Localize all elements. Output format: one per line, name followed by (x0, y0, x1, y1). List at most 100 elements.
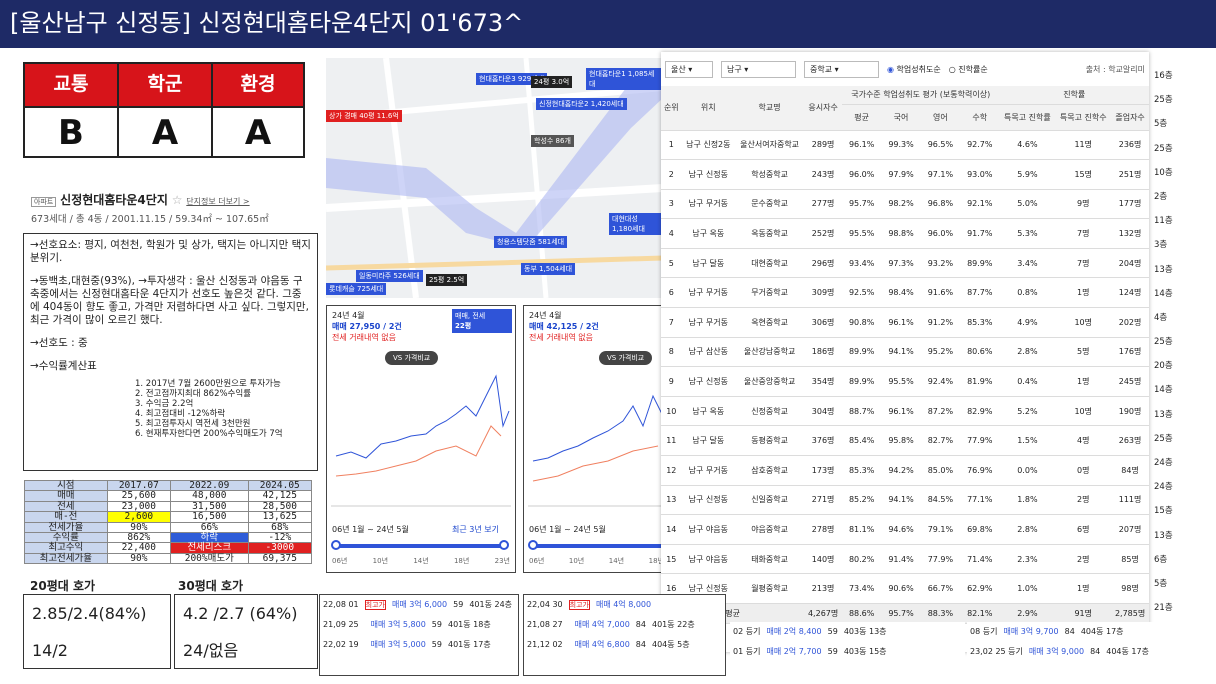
map-marker[interactable]: 동부 1,504세대 (521, 263, 576, 275)
list-item[interactable]: 22,02 19 매매 3억 5,000 59 401동 17층 (320, 635, 518, 655)
sort-radio-advancement[interactable]: ○ 진학률순 (949, 64, 988, 75)
district-select[interactable]: 남구 ▾ (721, 60, 796, 78)
compare-button[interactable]: VS 가격비교 (385, 351, 439, 365)
slider-handle[interactable] (528, 540, 538, 550)
trade-field: 매매 3억 9,000 (1028, 647, 1085, 656)
school-ranking-panel: 울산 ▾ 남구 ▾ 중학교 ▾ ◉ 학업성취도순 ○ 진학률순 출처 : 학교알… (661, 52, 1149, 652)
map-marker[interactable]: 롯데캐슬 725세대 (326, 283, 387, 295)
note-return-title: →수익률계산표 (30, 360, 97, 372)
map-marker[interactable]: 25평 2.5억 (426, 274, 468, 286)
list-item[interactable]: 22,08 01 최고가 매매 3억 6,000 59 401동 24층 (320, 595, 518, 615)
level-select[interactable]: 중학교 ▾ (804, 60, 879, 78)
range-slider[interactable] (532, 544, 667, 548)
floor-label: 25층 (1154, 337, 1173, 348)
level-select-value: 중학교 (810, 64, 833, 74)
table-row[interactable]: 13 남구 신정동 신일중학교 271명 85.2% 94.1% 84.5% 77.1% 1.8… (661, 485, 1149, 516)
map-marker[interactable]: 현대홈타운1 1,085세대 (586, 68, 663, 90)
returns-table: 시점 2017.07 2022.09 2024.05 매매 25,600 48,00… (24, 479, 313, 565)
table-row[interactable]: 7 남구 무거동 옥현중학교 306명 90.8% 96.1% 91.2% 85.3% 4.9%… (661, 307, 1149, 338)
table-row[interactable]: 16 남구 신정동 월평중학교 213명 73.4% 90.6% 66.7% 62.9% 1.0… (661, 573, 1149, 604)
table-row[interactable]: 2 남구 신정동 학성중학교 243명 96.0% 97.9% 97.1% 93.0% 5.9%… (661, 159, 1149, 190)
table-cell: 7명 (1055, 218, 1112, 249)
chart-plot (331, 374, 511, 507)
table-cell: 남구 삼산동 (681, 337, 735, 368)
table-row[interactable]: 6 남구 무거동 무거중학교 309명 92.5% 98.4% 91.6% 87.7% 0.8%… (661, 277, 1149, 309)
list-item[interactable]: 22,04 30 최고가 매매 4억 8,000 (524, 595, 725, 615)
map-marker[interactable]: 일동미라주 526세대 (356, 270, 423, 282)
table-cell: 92.5% (841, 277, 882, 309)
col-group-header: 국가수준 학업성취도 평가 (보통학력이상) (841, 86, 1000, 105)
map-view[interactable]: 상가 경매 40평 11.6억 현대홈타운3 929세대 24평 3.0억 현대… (326, 58, 663, 298)
map-marker[interactable]: 대현대성 1,180세대 (609, 213, 663, 235)
list-item[interactable]: 21,09 25 매매 3억 5,800 59 401동 18층 (320, 615, 518, 635)
table-cell: 89.9% (841, 337, 882, 368)
table-cell: 하락 (170, 532, 249, 544)
table-cell: 14 (661, 514, 682, 545)
floor-label: 10층 (1154, 167, 1173, 178)
list-item[interactable]: 21,08 27 매매 4억 7,000 84 401동 22층 (524, 615, 725, 635)
table-cell: 5.0% (999, 189, 1056, 220)
map-marker[interactable]: 현대홈타운3 929세대 (476, 73, 548, 85)
list-item[interactable]: 23,02 25 등기 매매 3억 9,000 84 404동 17층 (967, 642, 1216, 662)
trade-field: 403동 15층 (843, 647, 887, 656)
x-tick: 23년 (494, 557, 510, 565)
table-row[interactable]: 9 남구 신정동 울산중앙중학교 354명 89.9% 95.5% 92.4% 81.9% 0.… (661, 366, 1149, 397)
x-tick: 06년 (332, 557, 348, 565)
slider-handle[interactable] (331, 540, 341, 550)
region-select[interactable]: 울산 ▾ (665, 60, 713, 78)
table-cell: 95.7% (841, 189, 882, 220)
list-item[interactable]: 08 등기 매매 3억 9,700 84 404동 17층 (967, 622, 1216, 642)
floor-label: 25층 (1154, 95, 1173, 106)
table-row[interactable]: 15 남구 야음동 태화중학교 140명 80.2% 91.4% 77.9% 71.4% 2.3… (661, 544, 1149, 575)
slider-handle[interactable] (499, 540, 509, 550)
table-row[interactable]: 3 남구 무거동 문수중학교 277명 95.7% 98.2% 96.8% 92.1% 5.0%… (661, 189, 1149, 220)
page-title: [울산남구 신정동] 신정현대홈타운4단지 01'673^ (0, 0, 1216, 48)
complex-info-link[interactable]: 단지정보 더보기 > (186, 197, 250, 206)
table-row[interactable]: 5 남구 달동 대현중학교 296명 93.4% 97.3% 93.2% 89.9% 3.4% 7… (661, 248, 1149, 279)
table-cell: 73.4% (841, 573, 882, 604)
range-slider[interactable] (335, 544, 505, 548)
table-cell: -12% (247, 532, 313, 544)
table-row[interactable]: 4 남구 옥동 옥동중학교 252명 95.5% 98.8% 96.0% 91.7% 5.3% 7… (661, 218, 1149, 249)
map-marker[interactable]: 학성수 86개 (531, 135, 574, 147)
map-marker[interactable]: 신정현대홈타운2 1,420세대 (536, 98, 627, 110)
chart-filter[interactable]: 매매, 전세 22평 (452, 309, 512, 333)
table-cell: 66% (170, 521, 249, 534)
table-cell: 0명 (1055, 455, 1112, 486)
table-cell: 69,375 (247, 552, 313, 565)
table-row[interactable]: 12 남구 무거동 삼호중학교 173명 85.3% 94.2% 85.0% 76.9% 0.0… (661, 455, 1149, 486)
trade-field: 매매 2억 7,700 (766, 647, 822, 656)
chart-range: 06년 1월 ~ 24년 5월 (529, 525, 606, 534)
trade-field: 22,02 19 (323, 640, 359, 649)
sort-radio-achievement[interactable]: ◉ 학업성취도순 (887, 64, 941, 75)
table-cell: 304명 (804, 396, 842, 427)
table-row[interactable]: 14 남구 야음동 야음중학교 278명 81.1% 94.6% 79.1% 69.8% 2.8… (661, 514, 1149, 545)
table-cell: 남구 달동 (681, 248, 735, 279)
table-cell: 93.4% (841, 248, 882, 279)
trade-field: 84 (635, 620, 646, 629)
table-row[interactable]: 1 남구 신정2동 울산서여자중학교 289명 96.1% 99.3% 96.5% 92.7%… (661, 130, 1149, 161)
x-tick: 10년 (372, 557, 389, 565)
table-cell: 1.0% (999, 573, 1056, 604)
list-item[interactable]: 21,12 02 매매 4억 6,800 84 404동 5층 (524, 635, 725, 655)
table-cell: 9 (661, 366, 682, 397)
compare-button[interactable]: VS 가격비교 (599, 351, 653, 365)
list-item[interactable]: 01 등기 매매 2억 7,700 59 403동 15층 (730, 642, 965, 662)
table-cell: 93.0% (960, 159, 1000, 190)
table-row[interactable]: 11 남구 달동 동평중학교 376명 85.4% 95.8% 82.7% 77.9% 1.5%… (661, 425, 1149, 457)
list-item[interactable]: 02 등기 매매 2억 8,400 59 403동 13층 (730, 622, 965, 642)
star-icon[interactable]: ☆ (171, 193, 183, 207)
table-cell: 3 (661, 189, 682, 220)
table-cell: 91.6% (920, 277, 961, 309)
map-label[interactable]: 상가 경매 40평 11.6억 (326, 110, 402, 122)
recent-3y-button[interactable]: 최근 3년 보기 (452, 525, 499, 534)
map-marker[interactable]: 청용스템닷줌 581세대 (494, 236, 568, 248)
trade-field: 59 (431, 620, 442, 629)
size20-box: 2.85/2.4(84%) 14/2 (23, 594, 171, 669)
list-item: 2. 전고점까지최대 862%수익률 (135, 389, 252, 399)
table-row[interactable]: 8 남구 삼산동 울산강남중학교 186명 89.9% 94.1% 95.2% 80.6% 2.… (661, 337, 1149, 368)
table-cell: 야음중학교 (734, 514, 805, 545)
table-row[interactable]: 10 남구 옥동 신정중학교 304명 88.7% 96.1% 87.2% 82.9% 5.2%… (661, 396, 1149, 427)
table-cell: 13 (661, 485, 682, 516)
map-marker[interactable]: 24평 3.0억 (531, 76, 573, 88)
